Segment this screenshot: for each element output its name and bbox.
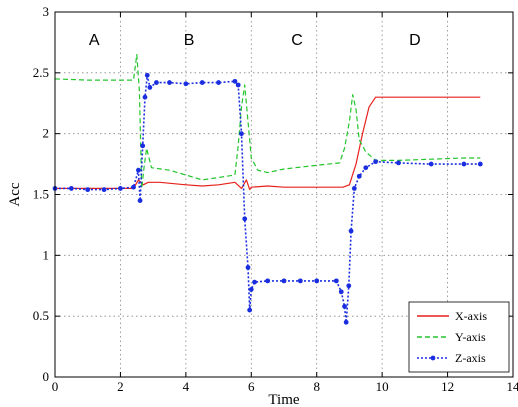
x-tick-label: 10 [376,379,389,394]
y-tick-label: 3 [43,4,50,19]
series-point [216,80,221,85]
series-point [351,186,357,191]
series-point [232,78,238,84]
series-point [343,319,349,325]
series-point [247,307,253,313]
series-point [265,278,271,284]
series-point [147,85,153,90]
series-point [346,283,352,289]
legend-marker [430,355,436,361]
series-point [235,82,241,88]
series-point [356,173,362,179]
legend: X-axis Y-axis Z-axis [408,301,510,373]
x-tick-label: 8 [313,379,320,394]
series-point [396,160,401,166]
series-point [245,265,251,270]
series-point [136,167,141,173]
series-point [101,187,107,193]
region-label: B [184,32,195,49]
series-point [68,186,74,191]
axis-ticks: 0 2 4 6 8 10 12 14 0 0.5 1 1.5 2 2.5 3 [33,4,518,394]
series-point [297,278,303,284]
x-tick-label: 6 [248,379,255,394]
series-lines [52,53,483,325]
series-point [348,228,354,234]
series-point [118,186,123,191]
series-point [140,143,146,149]
region-label: A [89,32,100,49]
y-tick-label: 2.5 [33,65,49,80]
series-point [477,161,483,167]
y-tick-label: 2 [43,126,50,141]
series-point [137,198,143,203]
series-point [281,278,287,284]
y-tick-label: 0.5 [33,308,49,323]
series-point [373,159,378,165]
x-tick-label: 0 [52,379,59,394]
y-tick-label: 1 [43,247,50,262]
series-point [333,278,339,284]
series-point [154,80,159,85]
series-line-y-axis [54,53,481,189]
legend-label: Z-axis [455,351,486,365]
region-labels: A B C D [89,32,421,49]
series-point [142,94,148,100]
series-point [461,161,467,167]
x-tick-label: 4 [183,379,190,394]
series-point [167,80,172,85]
y-tick-label: 0 [43,369,50,384]
series-point [239,131,244,137]
legend-label: Y-axis [455,330,486,344]
series-point [338,289,344,295]
series-point [242,216,248,222]
x-axis-title: Time [268,392,299,407]
series-point [428,161,434,167]
y-axis-title: Acc [7,182,23,206]
x-tick-label: 12 [441,379,454,394]
series-point [85,187,91,193]
y-tick-label: 1.5 [33,187,49,202]
x-tick-label: 14 [507,379,518,394]
series-point [252,279,257,285]
x-tick-label: 2 [117,379,124,394]
legend-label: X-axis [455,309,487,323]
series-point [183,81,189,87]
series-point [248,287,254,292]
series-point [131,184,136,190]
series-point [314,278,320,284]
region-label: C [291,32,303,49]
series-point [363,165,369,171]
region-label: D [409,32,421,49]
series-point [199,80,205,85]
series-point [144,72,150,78]
series-point [342,304,347,309]
